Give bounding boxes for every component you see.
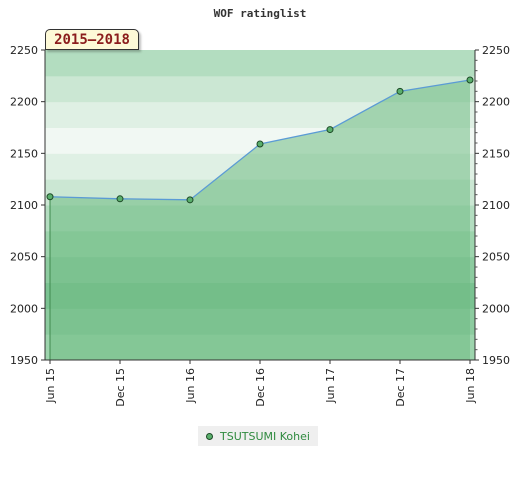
y-tick-left-label: 2100	[10, 199, 38, 212]
y-axis-left-ticks: 1950 2000 2050 2100 2150 2200 2250	[10, 44, 45, 367]
y-tick-right-label: 2050	[482, 251, 510, 264]
data-point	[466, 76, 474, 84]
x-tick-label: Jun 16	[184, 368, 197, 404]
y-tick-right-label: 1950	[482, 354, 510, 367]
x-tick-label: Dec 16	[254, 368, 267, 407]
chart-title: WOF ratinglist	[214, 7, 307, 20]
y-tick-left-label: 1950	[10, 354, 38, 367]
x-tick-label: Jun 15	[44, 368, 57, 404]
y-tick-left-label: 2250	[10, 44, 38, 57]
y-tick-left-label: 2000	[10, 302, 38, 315]
data-points	[46, 76, 474, 204]
x-tick-label: Jun 17	[324, 368, 337, 404]
y-tick-left-label: 2050	[10, 251, 38, 264]
y-tick-right-label: 2250	[482, 44, 510, 57]
band-11	[45, 50, 475, 77]
x-tick-label: Dec 15	[114, 368, 127, 407]
y-tick-right-label: 2100	[482, 199, 510, 212]
data-point	[326, 126, 334, 134]
area-fill	[50, 79, 470, 360]
x-axis-ticks: Jun 15 Dec 15 Jun 16 Dec 16 Jun 17 Dec 17 Jun …	[44, 360, 477, 407]
y-tick-left-label: 2150	[10, 147, 38, 160]
data-point	[186, 196, 194, 204]
period-label: 2015–2018	[45, 29, 139, 50]
data-point	[256, 140, 264, 148]
data-point	[116, 195, 124, 203]
y-tick-left-label: 2200	[10, 96, 38, 109]
legend-label: TSUTSUMI Kohei	[220, 429, 310, 443]
legend-marker-icon	[206, 432, 213, 440]
y-tick-right-label: 2200	[482, 96, 510, 109]
data-point	[396, 87, 404, 95]
x-tick-label: Jun 18	[464, 368, 477, 404]
y-tick-right-label: 2000	[482, 302, 510, 315]
y-axis-right-ticks: 1950 2000 2050 2100 2150 2200 2250	[475, 44, 510, 367]
y-tick-right-label: 2150	[482, 147, 510, 160]
data-point	[46, 193, 54, 201]
x-tick-label: Dec 17	[394, 368, 407, 407]
legend[interactable]: TSUTSUMI Kohei	[198, 426, 318, 446]
